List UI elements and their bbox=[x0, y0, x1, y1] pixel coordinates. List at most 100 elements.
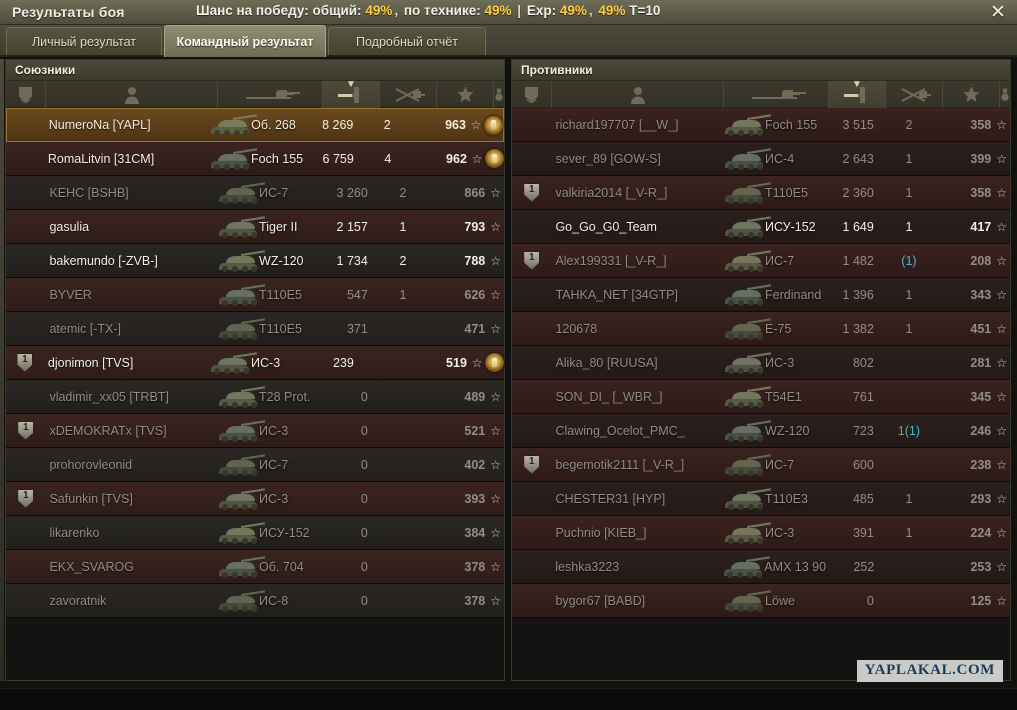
xp-value: 788 bbox=[464, 253, 486, 268]
table-row[interactable]: 1 Safunkin [TVS] ИС-3 0 393 ☆ bbox=[6, 482, 504, 516]
player-name: Alex199331 [_V-R_] bbox=[555, 253, 667, 268]
enemies-title: Противники bbox=[521, 63, 593, 77]
table-row[interactable]: atemic [-TX-] T110E5 371 471 ☆ bbox=[6, 312, 504, 346]
vehicle-cell: ИС-3 bbox=[207, 351, 306, 374]
table-row[interactable]: Puchnio [KIEB_] ИС-3 391 1 224 ☆ bbox=[512, 516, 1010, 550]
exp-label: Exp: bbox=[526, 3, 557, 18]
xp-value: 246 bbox=[970, 423, 992, 438]
table-row[interactable]: richard197707 [__W_] Foch 155 3 515 2 358 ☆ bbox=[512, 108, 1010, 142]
tank-thumbnail bbox=[211, 114, 258, 136]
column-damage[interactable]: ▼ bbox=[323, 80, 380, 108]
table-row[interactable]: bakemundo [-ZVB-] WZ-120 1 734 2 788 ☆ bbox=[6, 244, 504, 278]
table-row[interactable]: likarenko ИСУ-152 0 384 ☆ bbox=[6, 516, 504, 550]
kills-value: 1 bbox=[905, 185, 913, 200]
xp-star-icon: ☆ bbox=[490, 525, 501, 540]
xp-value: 417 bbox=[970, 219, 992, 234]
xp-value: 399 bbox=[970, 151, 992, 166]
xp-star-icon: ☆ bbox=[996, 185, 1007, 200]
column-player[interactable] bbox=[46, 81, 218, 108]
table-row[interactable]: 1 xDEMOKRATx [TVS] ИС-3 0 521 ☆ bbox=[6, 414, 504, 448]
player-name: zavoratnik bbox=[49, 593, 107, 608]
table-row[interactable]: 1 begemotik2111 [_V-R_] ИС-7 600 238 ☆ bbox=[512, 448, 1010, 482]
table-row[interactable]: gasulia Tiger II 2 157 1 793 ☆ bbox=[6, 210, 504, 244]
damage-value: 6 759 bbox=[322, 151, 354, 166]
table-row[interactable]: BYVER T110E5 547 1 626 ☆ bbox=[6, 278, 504, 312]
xp-value: 471 bbox=[464, 321, 486, 336]
table-row[interactable]: Go_Go_G0_Team ИСУ-152 1 649 1 417 ☆ bbox=[512, 210, 1010, 244]
column-vehicle[interactable] bbox=[724, 81, 829, 108]
damage-value: 600 bbox=[852, 457, 874, 472]
tab-bar: Личный результат Командный результат Под… bbox=[0, 25, 1017, 57]
column-rank-badge[interactable] bbox=[512, 81, 552, 108]
vehicle-cell: ИС-3 bbox=[721, 351, 825, 374]
tab-detailed-report[interactable]: Подробный отчёт bbox=[328, 27, 486, 55]
table-row[interactable]: RomaLitvin [31CM] Foch 155 6 759 4 962 ☆ bbox=[6, 142, 508, 176]
player-name: richard197707 [__W_] bbox=[555, 117, 679, 132]
award-medal-icon bbox=[481, 112, 506, 138]
table-row[interactable]: prohorovleonid ИС-7 0 402 ☆ bbox=[6, 448, 504, 482]
enemies-panel: Противники ▼ bbox=[511, 59, 1011, 681]
player-name: NumeroNa [YAPL] bbox=[48, 118, 151, 132]
table-row[interactable]: sever_89 [GOW-S] ИС-4 2 643 1 399 ☆ bbox=[512, 142, 1010, 176]
table-row[interactable]: zavoratnik ИС-8 0 378 ☆ bbox=[6, 584, 504, 618]
table-row[interactable]: vladimir_xx05 [TRBT] T28 Prot. 0 489 ☆ bbox=[6, 380, 504, 414]
column-kills[interactable] bbox=[886, 81, 943, 108]
vehicle-cell: T28 Prot. bbox=[215, 385, 319, 408]
table-row[interactable]: CHESTER31 [HYP] T110E3 485 1 293 ☆ bbox=[512, 482, 1010, 516]
tank-thumbnail bbox=[724, 555, 771, 578]
rank-badge-icon bbox=[19, 87, 32, 103]
table-row[interactable]: Alika_80 [RUUSA] ИС-3 802 281 ☆ bbox=[512, 346, 1010, 380]
tank-thumbnail bbox=[725, 589, 772, 612]
win-chance-overall-label: общий: bbox=[312, 3, 362, 18]
vehicle-cell: Foch 155 bbox=[721, 113, 825, 136]
player-name: sever_89 [GOW-S] bbox=[555, 151, 661, 166]
column-medal[interactable] bbox=[1000, 81, 1010, 108]
column-xp[interactable] bbox=[943, 81, 1000, 108]
table-row[interactable]: Clawing_Ocelot_PMC_ WZ-120 723 1(1) 246 ☆ bbox=[512, 414, 1010, 448]
player-name: xDEMOKRATx [TVS] bbox=[49, 423, 167, 438]
xp-value: 451 bbox=[970, 321, 992, 336]
xp-star-icon: ☆ bbox=[490, 287, 501, 302]
kills-value: 1 bbox=[905, 491, 913, 506]
xp-star-icon: ☆ bbox=[490, 457, 501, 472]
allies-panel-header: Союзники bbox=[6, 60, 504, 81]
player-name: djonimon [TVS] bbox=[47, 355, 134, 370]
tab-team-result[interactable]: Командный результат bbox=[164, 25, 326, 57]
player-name: KEHC [BSHB] bbox=[49, 185, 129, 200]
damage-value: 391 bbox=[852, 525, 874, 540]
table-row[interactable]: 1 Alex199331 [_V-R_] ИС-7 1 482 (1) 208 ☆ bbox=[512, 244, 1010, 278]
rank-badge-cell: 1 bbox=[512, 183, 551, 202]
vehicle-cell: T110E5 bbox=[215, 283, 319, 306]
xp-value: 293 bbox=[970, 491, 992, 506]
award-medal-icon bbox=[482, 146, 508, 171]
table-row[interactable]: TAHKA_NET [34GTP] Ferdinand 1 396 1 343 ☆ bbox=[512, 278, 1010, 312]
tank-thumbnail bbox=[725, 215, 772, 238]
tab-personal-result[interactable]: Личный результат bbox=[6, 27, 162, 55]
table-row[interactable]: NumeroNa [YAPL] Об. 268 8 269 2 963 ☆ bbox=[6, 108, 506, 142]
xp-star-icon: ☆ bbox=[490, 321, 501, 336]
column-vehicle[interactable] bbox=[218, 81, 323, 108]
xp-value: 793 bbox=[464, 219, 486, 234]
column-kills[interactable] bbox=[380, 81, 437, 108]
table-row[interactable]: SON_DI_ [_WBR_] T54E1 761 345 ☆ bbox=[512, 380, 1010, 414]
table-row[interactable]: KEHC [BSHB] ИС-7 3 260 2 866 ☆ bbox=[6, 176, 504, 210]
column-player[interactable] bbox=[552, 81, 724, 108]
table-row[interactable]: 1 valkiria2014 [_V-R_] T110E5 2 360 1 358 ☆ bbox=[512, 176, 1010, 210]
column-rank-badge[interactable] bbox=[6, 81, 46, 108]
kills-value: 1 bbox=[905, 525, 913, 540]
column-xp[interactable] bbox=[437, 81, 494, 108]
column-medal[interactable] bbox=[494, 81, 504, 108]
table-row[interactable]: 1 djonimon [TVS] ИС-3 239 519 ☆ bbox=[6, 346, 508, 380]
table-row[interactable]: bygor67 [BABD] Löwe 0 125 ☆ bbox=[512, 584, 1010, 618]
column-damage[interactable]: ▼ bbox=[829, 80, 886, 108]
tank-thumbnail bbox=[725, 351, 772, 374]
table-row[interactable]: 120678 E-75 1 382 1 451 ☆ bbox=[512, 312, 1010, 346]
close-icon[interactable]: ✕ bbox=[990, 1, 1006, 23]
xp-star-icon: ☆ bbox=[471, 355, 483, 370]
tank-thumbnail bbox=[725, 419, 772, 442]
table-row[interactable]: EKX_SVAROG Об. 704 0 378 ☆ bbox=[6, 550, 504, 584]
tank-thumbnail bbox=[219, 385, 266, 408]
player-name: 120678 bbox=[555, 321, 598, 336]
table-row[interactable]: leshka3223 AMX 13 90 252 253 ☆ bbox=[512, 550, 1010, 584]
vehicle-cell: Löwe bbox=[721, 589, 825, 612]
